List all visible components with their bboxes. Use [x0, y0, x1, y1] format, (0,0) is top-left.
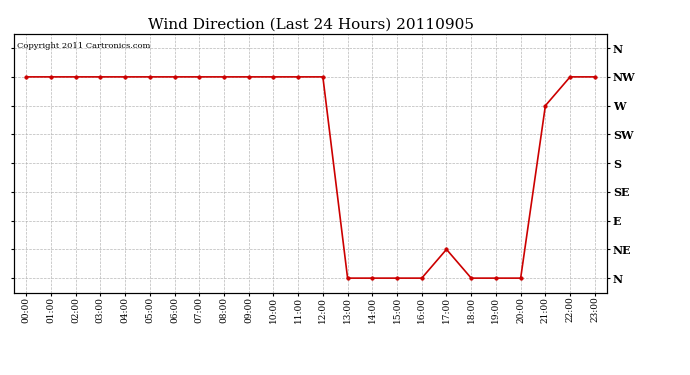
Text: Copyright 2011 Cartronics.com: Copyright 2011 Cartronics.com	[17, 42, 150, 50]
Title: Wind Direction (Last 24 Hours) 20110905: Wind Direction (Last 24 Hours) 20110905	[148, 17, 473, 31]
